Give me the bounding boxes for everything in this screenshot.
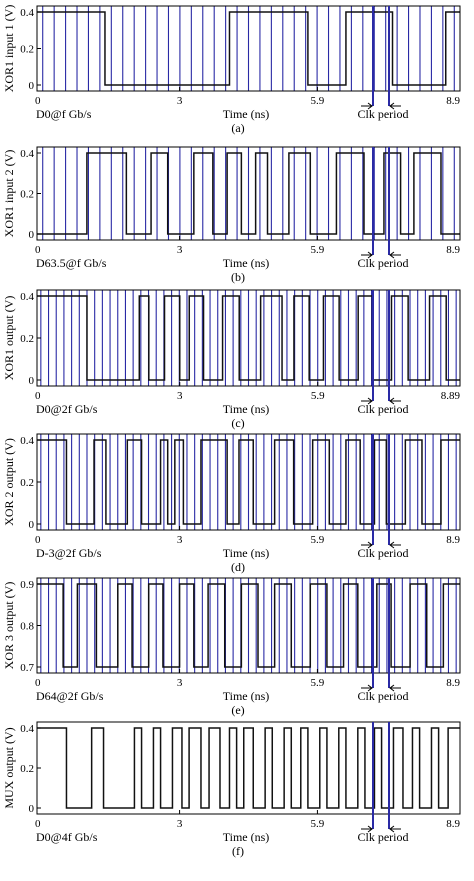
y-tick-label: 0.2 [20, 763, 34, 775]
y-tick-label: 0.7 [20, 662, 34, 674]
x-tick-label: 0 [35, 95, 41, 107]
clk-period-label: Clk period [358, 402, 409, 416]
waveform-line [37, 727, 460, 809]
x-axis-label: Time (ns) [223, 256, 270, 270]
panel-caption: (d) [231, 560, 245, 574]
x-tick-label: 5.9 [311, 677, 325, 689]
y-tick-label: 0.2 [20, 44, 34, 56]
x-tick-label: 0 [35, 390, 41, 402]
x-tick-label: 0 [35, 818, 41, 830]
x-axis-label: Time (ns) [223, 107, 270, 121]
y-tick-label: 0 [29, 229, 35, 241]
y-tick-label: 0.9 [20, 579, 34, 591]
clk-period-label: Clk period [358, 689, 409, 703]
y-tick-label: 0.2 [20, 189, 34, 201]
y-tick-label: 0.4 [20, 291, 34, 303]
clk-arrow-left [361, 684, 373, 692]
clk-arrow-left [361, 251, 373, 259]
y-axis-label: XOR1 input 2 (V) [2, 150, 16, 238]
clk-arrow-right [389, 825, 401, 833]
panel-caption: (c) [231, 416, 244, 430]
chart-panel-5: 0.7 0.8 0.9 XOR 3 output (V) 0 3 5.9 8.9 D64@2f … [2, 577, 461, 717]
x-axis-label: Time (ns) [223, 546, 270, 560]
panel-caption: (b) [231, 270, 245, 284]
y-tick-label: 0.8 [20, 621, 34, 633]
x-tick-label: 5.9 [311, 95, 325, 107]
clk-arrow-right [389, 102, 401, 110]
x-tick-label: 8.9 [446, 244, 460, 256]
x-tick-label: 8.9 [446, 818, 460, 830]
signal-label: D0@4f Gb/s [36, 830, 98, 844]
y-axis-label: XOR 3 output (V) [2, 582, 16, 670]
x-tick-label: 5.9 [311, 818, 325, 830]
y-tick-label: 0.4 [20, 148, 34, 160]
clk-period-label: Clk period [358, 107, 409, 121]
y-axis-label: XOR1 input 1 (V) [2, 5, 16, 93]
clk-arrow-right [389, 251, 401, 259]
x-tick-label: 8.89 [441, 390, 461, 402]
chart-panel-3: 0 0.2 0.4 XOR1 output (V) 0 3 5.9 8.89 D0@2f Gb/… [2, 289, 461, 430]
y-tick-label: 0 [29, 803, 35, 815]
waveform-line [37, 11, 460, 86]
clk-arrow-left [361, 825, 373, 833]
clk-period-label: Clk period [358, 546, 409, 560]
chart-panel-4: 0 0.2 0.4 XOR 2 output (V) 0 3 5.9 8.9 D-3@2f Gb… [2, 433, 461, 574]
x-tick-label: 3 [177, 244, 183, 256]
y-axis-label: XOR 2 output (V) [2, 438, 16, 526]
x-tick-label: 3 [177, 677, 183, 689]
clk-arrow-left [361, 397, 373, 405]
x-tick-label: 8.9 [446, 677, 460, 689]
clk-arrow-right [389, 397, 401, 405]
waveform-line [37, 439, 460, 525]
x-tick-label: 0 [35, 244, 41, 256]
x-tick-label: 3 [177, 95, 183, 107]
panel-caption: (e) [231, 703, 244, 717]
chart-panel-2: 0 0.2 0.4 XOR1 input 2 (V) 0 3 5.9 8.9 D63.5@f G… [2, 146, 461, 284]
x-tick-label: 0 [35, 534, 41, 546]
chart-panel-1: 0 0.2 0.4 XOR1 input 1 (V) 0 3 5.9 8.9 D0@f Gb/s… [2, 5, 461, 135]
y-axis-label: XOR1 output (V) [2, 296, 16, 381]
x-axis-label: Time (ns) [223, 689, 270, 703]
y-tick-label: 0.4 [20, 723, 34, 735]
y-tick-label: 0 [29, 80, 35, 92]
y-axis-label: MUX output (V) [2, 727, 16, 808]
y-tick-label: 0.4 [20, 435, 34, 447]
x-axis-label: Time (ns) [223, 402, 270, 416]
x-tick-label: 5.9 [311, 534, 325, 546]
y-tick-label: 0.2 [20, 333, 34, 345]
signal-label: D63.5@f Gb/s [36, 256, 107, 270]
panel-caption: (a) [231, 121, 244, 135]
signal-label: D64@2f Gb/s [36, 689, 104, 703]
x-tick-label: 3 [177, 534, 183, 546]
clk-period-label: Clk period [358, 256, 409, 270]
y-tick-label: 0.2 [20, 477, 34, 489]
clk-arrow-right [389, 541, 401, 549]
y-tick-label: 0.4 [20, 7, 34, 19]
x-tick-label: 8.9 [446, 534, 460, 546]
plot-frame [36, 721, 461, 815]
x-tick-label: 5.9 [311, 390, 325, 402]
y-tick-label: 0 [29, 519, 35, 531]
waveform-line [37, 295, 460, 381]
signal-label: D0@f Gb/s [36, 107, 92, 121]
x-tick-label: 0 [35, 677, 41, 689]
x-tick-label: 3 [177, 818, 183, 830]
waveform-line [37, 152, 460, 235]
clk-period-label: Clk period [358, 830, 409, 844]
x-axis-label: Time (ns) [223, 830, 270, 844]
clk-arrow-right [389, 684, 401, 692]
x-tick-label: 8.9 [446, 95, 460, 107]
y-tick-label: 0 [29, 375, 35, 387]
panel-caption: (f) [232, 844, 244, 858]
chart-panel-6: 0 0.2 0.4 MUX output (V) 0 3 5.9 8.9 D0@4f Gb/s T… [2, 721, 461, 858]
clk-arrow-left [361, 541, 373, 549]
x-tick-label: 3 [177, 390, 183, 402]
signal-label: D-3@2f Gb/s [36, 546, 102, 560]
signal-label: D0@2f Gb/s [36, 402, 98, 416]
x-tick-label: 5.9 [311, 244, 325, 256]
clk-arrow-left [361, 102, 373, 110]
